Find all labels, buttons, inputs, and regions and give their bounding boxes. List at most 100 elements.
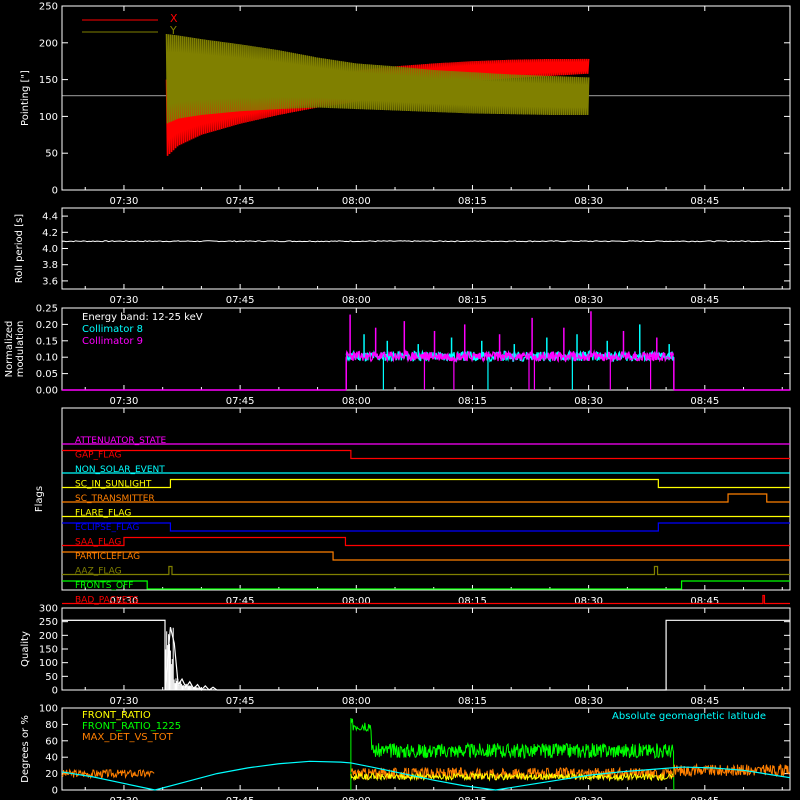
- ratios-xtick-label: 08:00: [342, 796, 371, 800]
- pointing-series-y: [165, 33, 590, 124]
- ratios-xtick-label: 08:45: [690, 796, 719, 800]
- pointing-xtick-label: 08:15: [458, 196, 487, 207]
- roll-ytick-label: 3.8: [42, 260, 58, 271]
- flag-label: BAD_PACKETS: [75, 596, 139, 606]
- modulation-legend-label: Collimator 9: [82, 336, 143, 347]
- modulation-ytick-label: 0.25: [36, 304, 58, 315]
- quality-ytick-label: 150: [39, 645, 58, 656]
- ratio-front: [350, 771, 674, 782]
- pointing-ytick-label: 150: [39, 75, 58, 86]
- ratios-legend-label: MAX_DET_VS_TOT: [82, 732, 174, 743]
- roll-ytick-label: 4.0: [42, 244, 58, 255]
- roll-xtick-label: 08:30: [574, 295, 603, 306]
- modulation-xtick-label: 07:30: [110, 396, 139, 407]
- flags-xtick-label: 08:15: [458, 596, 487, 607]
- flag-label: SAA_FLAG: [75, 538, 121, 548]
- ratios-ytick-label: 100: [39, 704, 58, 715]
- pointing-xtick-label: 08:00: [342, 196, 371, 207]
- quality-block-pre: [61, 619, 166, 691]
- quality-xtick-label: 08:45: [690, 696, 719, 707]
- pointing-xtick-label: 07:30: [110, 196, 139, 207]
- flags-ylabel: Flags: [34, 486, 45, 512]
- flags-frame: [61, 407, 791, 591]
- roll-xtick-label: 08:45: [690, 295, 719, 306]
- modulation-xtick-label: 08:30: [574, 396, 603, 407]
- flag-line-saa-flag: [62, 536, 790, 547]
- quality-xtick-label: 08:15: [458, 696, 487, 707]
- modulation-energy-band: Energy band: 12-25 keV: [82, 312, 203, 323]
- modulation-ylabel-line: modulation: [15, 321, 26, 378]
- quality-xtick-label: 07:30: [110, 696, 139, 707]
- pointing-xtick-label: 07:45: [226, 196, 255, 207]
- modulation-xtick-label: 07:45: [226, 396, 255, 407]
- roll-xtick-label: 07:45: [226, 295, 255, 306]
- roll-ytick-label: 4.2: [42, 228, 58, 239]
- ratios-xtick-label: 07:30: [110, 796, 139, 800]
- ratio-front-1225: [350, 718, 675, 791]
- flag-label: ATTENUATOR_STATE: [75, 436, 167, 446]
- modulation-ylabel-line: Normalized: [4, 321, 15, 378]
- pointing-frame: [61, 5, 791, 191]
- flag-line-eclipse-flag: [62, 522, 790, 532]
- ratios-ytick-label: 0: [52, 786, 58, 797]
- quality-xtick-label: 08:00: [342, 696, 371, 707]
- ratios-xtick-label: 08:30: [574, 796, 603, 800]
- ratios-legend-label: FRONT_RATIO_1225: [82, 721, 181, 732]
- flags-xtick-label: 07:30: [110, 596, 139, 607]
- flag-label: ECLIPSE_FLAG: [75, 523, 139, 533]
- flag-line-particleflag: [62, 551, 790, 561]
- quality-ytick-label: 50: [45, 672, 58, 683]
- pointing-ytick-label: 100: [39, 112, 58, 123]
- flag-label: AAZ_FLAG: [75, 567, 122, 577]
- modulation-ytick-label: 0.20: [36, 320, 58, 331]
- roll-xtick-label: 08:15: [458, 295, 487, 306]
- flag-label: GAP_FLAG: [75, 451, 121, 461]
- quality-ytick-label: 200: [39, 631, 58, 642]
- quality-ytick-label: 250: [39, 617, 58, 628]
- quality-ytick-label: 0: [52, 686, 58, 697]
- flag-label: FRONTS_OFF: [75, 581, 133, 591]
- ratios-ytick-label: 80: [45, 720, 58, 731]
- pointing-ytick-label: 200: [39, 38, 58, 49]
- flags-xtick-label: 08:30: [574, 596, 603, 607]
- quality-xtick-label: 07:45: [226, 696, 255, 707]
- ratio-geomagnetic-latitude: [61, 760, 791, 791]
- roll-ytick-label: 3.6: [42, 276, 58, 287]
- pointing-panel: 07:30 07:45 08:00 08:15 08:30 08:45 0 50 100 150 2…: [20, 2, 791, 207]
- modulation-xtick-label: 08:00: [342, 396, 371, 407]
- quality-panel: 07:30 07:45 08:00 08:15 08:30 08:45 0 50 100 150 2…: [20, 604, 791, 707]
- ratios-xtick-label: 08:15: [458, 796, 487, 800]
- quality-ytick-label: 100: [39, 658, 58, 669]
- ratios-xtick-label: 07:45: [226, 796, 255, 800]
- ratio-max-det-pre: [61, 768, 155, 780]
- pointing-legend-label: Y: [169, 24, 177, 37]
- roll-panel: 07:30 07:45 08:00 08:15 08:30 08:45 3.6 3.8 4.0 4…: [14, 207, 791, 306]
- flag-label: PARTICLEFLAG: [75, 552, 140, 562]
- ratios-ylabel: Degrees or %: [20, 715, 31, 783]
- roll-ytick-label: 4.4: [42, 212, 58, 223]
- pointing-xtick-label: 08:45: [690, 196, 719, 207]
- pointing-ytick-label: 0: [52, 186, 58, 197]
- pointing-legend-label: X: [170, 12, 178, 25]
- modulation-panel: 07:30 07:45 08:00 08:15 08:30 08:45 0.00 0.05 0.…: [4, 304, 791, 407]
- modulation-ytick-label: 0.00: [36, 386, 58, 397]
- roll-xtick-label: 07:30: [110, 295, 139, 306]
- roll-xtick-label: 08:00: [342, 295, 371, 306]
- flag-line-sc-transmitter: [62, 493, 790, 503]
- flag-line-fronts-off: [62, 580, 790, 590]
- flags-panel: 07:30 07:45 08:00 08:15 08:30 08:45 Flags ATTEN…: [34, 407, 791, 607]
- modulation-ytick-label: 0.05: [36, 369, 58, 380]
- flag-label: NON_SOLAR_EVENT: [75, 465, 165, 475]
- pointing-ytick-label: 50: [45, 149, 58, 160]
- quality-series: [62, 619, 790, 691]
- quality-ytick-label: 300: [39, 604, 58, 615]
- flags-xtick-label: 07:45: [226, 596, 255, 607]
- modulation-xtick-label: 08:45: [690, 396, 719, 407]
- pointing-ytick-label: 250: [39, 2, 58, 13]
- quality-ylabel: Quality: [20, 631, 31, 667]
- ratios-frame: [61, 707, 791, 791]
- ratios-ytick-label: 20: [45, 769, 58, 780]
- quality-xtick-label: 08:30: [574, 696, 603, 707]
- flags-xtick-label: 08:00: [342, 596, 371, 607]
